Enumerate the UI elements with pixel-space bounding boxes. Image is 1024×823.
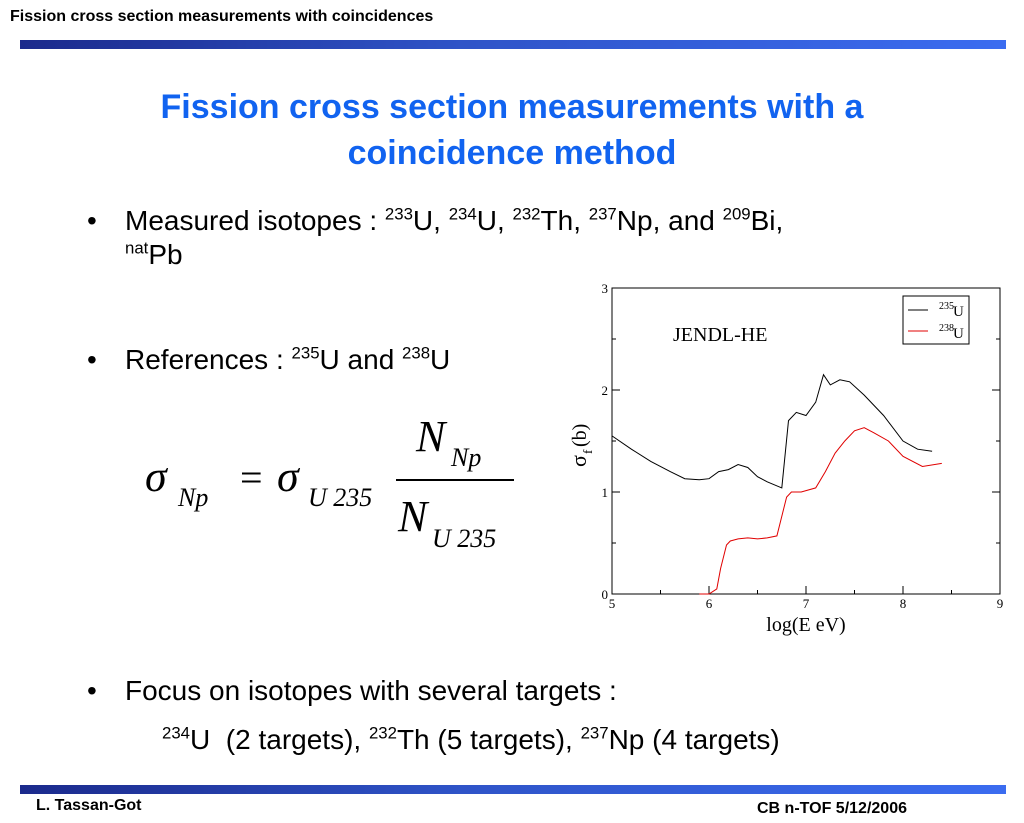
footer-author: L. Tassan-Got	[36, 797, 142, 814]
formula-numerator: N	[415, 412, 448, 461]
slide-title-line-1: Fission cross section measurements with …	[160, 88, 864, 126]
isotope-list: 233U, 234U, 232Th, 237Np, and 209Bi,	[385, 205, 783, 236]
isotope-mass: 209	[722, 204, 751, 224]
series-line-238u	[699, 427, 942, 595]
connector-text: and	[339, 344, 403, 375]
legend-mass-235u: 235	[939, 301, 954, 312]
y-axis-unit: (b)	[569, 424, 591, 447]
bullet-dot: •	[87, 344, 97, 375]
legend-symbol-238u: U	[953, 326, 964, 342]
isotope-separator: ,	[775, 205, 784, 236]
header-divider	[20, 40, 1006, 49]
y-axis-sigma: σ	[566, 455, 591, 467]
isotope-symbol: Th	[396, 724, 430, 755]
y-tick-label: 2	[602, 383, 609, 398]
isotope-symbol: Th	[540, 205, 574, 236]
isotope-separator: ,	[433, 205, 449, 236]
formula-rhs-sigma: σ	[277, 452, 301, 501]
bullet-dot: •	[87, 205, 97, 236]
isotope-symbol: Np	[616, 205, 653, 236]
isotope-separator: , and	[652, 205, 723, 236]
isotope-mass: 234	[162, 723, 190, 743]
bullet-text: References :	[125, 344, 292, 375]
isotope-separator: ,	[496, 205, 513, 236]
isotope-symbol: U	[476, 205, 497, 236]
target-count: (2 targets),	[210, 724, 369, 755]
isotope-mass: nat	[125, 238, 149, 258]
formula-lhs-sigma: σ	[145, 452, 169, 501]
formula-denominator-sub: U 235	[432, 524, 496, 553]
y-axis-sub: f	[580, 449, 595, 454]
x-tick-label: 8	[900, 596, 907, 611]
y-tick-label: 1	[602, 485, 609, 500]
formula-rhs-sub: U 235	[308, 483, 372, 512]
chart-legend: 235 U 238 U	[902, 295, 970, 345]
isotope-mass: 235	[291, 343, 320, 363]
isotope-symbol: Np	[608, 724, 645, 755]
formula-numerator-sub: Np	[450, 443, 481, 472]
formula-equals: =	[240, 455, 263, 500]
isotope-symbol: U	[412, 205, 434, 236]
x-axis-label: log(E eV)	[766, 614, 845, 636]
legend-symbol-235u: U	[953, 304, 964, 320]
target-count: (5 targets),	[429, 724, 581, 755]
x-tick-label: 6	[706, 596, 713, 611]
chart-annotation: JENDL-HE	[673, 324, 767, 346]
footer-divider	[20, 785, 1006, 794]
isotope-mass: 232	[512, 204, 541, 224]
isotope-separator: ,	[573, 205, 589, 236]
isotope-mass: 238	[402, 343, 431, 363]
bullet-measured-isotopes: • Measured isotopes : 233U, 234U, 232Th,…	[87, 204, 783, 272]
targets-line: 234U (2 targets), 232Th (5 targets), 237…	[162, 723, 780, 757]
isotope-symbol: U	[430, 344, 451, 375]
y-tick-label: 3	[602, 281, 609, 296]
target-count: (4 targets)	[644, 724, 780, 755]
legend-box	[902, 295, 970, 345]
isotope-symbol: Bi	[750, 205, 776, 236]
axis-ticks: 5 6 7 8 9 0 1 2 3	[602, 281, 1004, 611]
ratio-formula: σ Np = σ U 235 N Np N U 235	[145, 412, 514, 553]
cross-section-chart: 5 6 7 8 9 0 1 2 3 JENDL-HE 235 U 238 U log(E eV)…	[566, 281, 1004, 636]
formula-lhs-sub: Np	[177, 483, 208, 512]
x-tick-label: 7	[803, 596, 810, 611]
slide-title-line-2: coincidence method	[347, 134, 677, 172]
isotope-symbol: U	[190, 724, 211, 755]
footer-meeting: CB n-TOF 5/12/2006	[757, 800, 907, 817]
series-lines	[611, 373, 942, 595]
legend-mass-238u: 238	[939, 323, 954, 334]
x-tick-label: 5	[609, 596, 616, 611]
isotope-mass: 233	[384, 204, 413, 224]
isotope-mass: 237	[580, 723, 609, 743]
isotope-mass: 232	[368, 723, 397, 743]
isotope-symbol: U	[319, 344, 340, 375]
isotope-symbol: Pb	[148, 239, 183, 270]
header-title: Fission cross section measurements with …	[10, 8, 434, 25]
bullet-focus: • Focus on isotopes with several targets…	[87, 674, 617, 708]
isotope-mass: 237	[588, 204, 617, 224]
bullet-dot: •	[87, 675, 97, 706]
x-tick-label: 9	[997, 596, 1004, 611]
isotope-mass: 234	[448, 204, 477, 224]
y-tick-label: 0	[602, 587, 609, 602]
formula-denominator: N	[397, 492, 430, 541]
y-axis-label: σ f (b)	[566, 424, 595, 467]
bullet-references: • References : 235U and 238U	[87, 343, 451, 377]
slide-title: Fission cross section measurements with …	[60, 84, 964, 176]
bullet-text: Measured isotopes :	[125, 205, 385, 236]
bullet-text: Focus on isotopes with several targets :	[125, 675, 617, 706]
series-line-235u	[611, 373, 933, 489]
